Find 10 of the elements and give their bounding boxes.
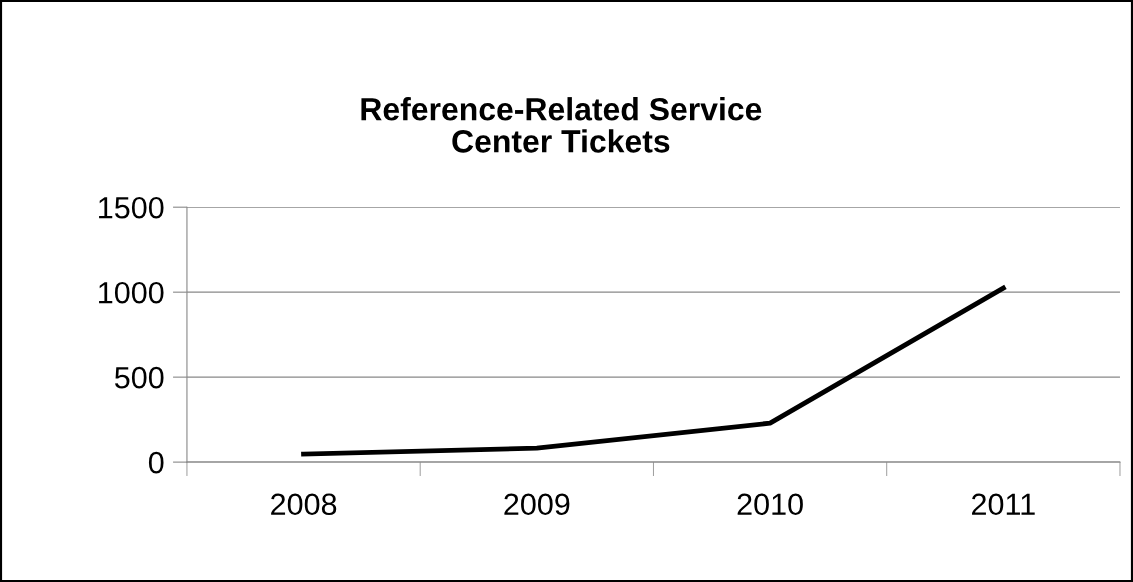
x-tick-label: 2008 (271, 493, 337, 516)
y-tick-label: 0 (148, 451, 164, 474)
y-tick-label: 500 (114, 366, 164, 389)
y-tick-label: 1000 (99, 281, 164, 304)
x-tick-label: 2009 (504, 493, 570, 516)
x-tick-label: 2010 (737, 493, 803, 516)
line-series (301, 285, 1006, 457)
y-tick-label: 1500 (99, 196, 164, 219)
x-tick-label: 2011 (972, 493, 1035, 516)
chart-title: Reference-Related Service Center Tickets (361, 97, 762, 153)
